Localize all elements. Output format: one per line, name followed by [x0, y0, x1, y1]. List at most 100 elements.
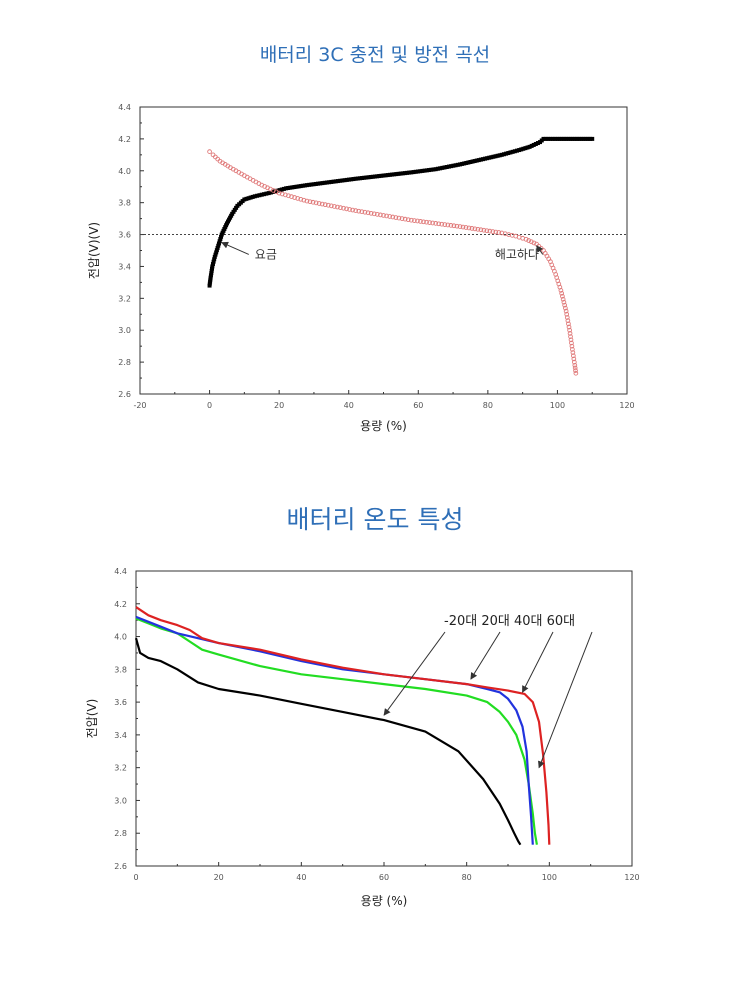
charge-point — [372, 174, 377, 179]
charge-point — [288, 185, 293, 190]
charge-point — [390, 172, 395, 177]
charge-point — [446, 164, 451, 169]
charge-point — [476, 158, 481, 163]
discharge-point — [316, 201, 322, 206]
discharge-point — [445, 222, 451, 228]
x-tick-label: 60 — [379, 873, 389, 882]
annotation-arrow — [536, 245, 544, 255]
charge-point — [455, 162, 460, 167]
charge-point — [383, 173, 388, 178]
discharge-point — [350, 207, 355, 213]
x-tick-label: 40 — [296, 873, 306, 882]
charge-point — [264, 191, 269, 196]
charge-point — [351, 177, 356, 182]
discharge-point — [463, 225, 469, 230]
charge-point — [316, 181, 321, 186]
x-axis-label: 용량 (%) — [361, 894, 408, 908]
x-tick-label: -20 — [133, 401, 146, 410]
charge-point — [290, 185, 295, 190]
charge-point — [514, 148, 519, 153]
charge-point — [504, 151, 509, 156]
charge-point — [566, 136, 571, 141]
discharge-point — [387, 214, 393, 219]
charge-point — [381, 173, 386, 178]
y-tick-label: 2.8 — [118, 358, 131, 367]
charge-point — [466, 160, 471, 165]
y-tick-label: 3.0 — [118, 326, 131, 335]
discharge-point — [282, 192, 288, 198]
charge-point — [420, 168, 425, 173]
charge-point — [255, 193, 260, 198]
charge-point — [342, 178, 347, 183]
discharge-point — [569, 343, 575, 349]
charge-point — [485, 156, 490, 161]
discharge-point — [566, 324, 572, 330]
charge-point — [266, 191, 271, 196]
discharge-point — [310, 199, 316, 205]
charge-point — [279, 187, 284, 192]
charge-point — [385, 173, 390, 178]
discharge-point — [325, 202, 331, 208]
charge-point — [304, 183, 309, 188]
discharge-point — [566, 321, 571, 327]
discharge-point — [307, 199, 313, 205]
charge-point — [413, 169, 418, 174]
charge-point — [398, 171, 403, 176]
charge-point — [252, 194, 257, 199]
charge-point — [250, 194, 255, 199]
discharge-point — [448, 223, 454, 228]
discharge-point — [298, 196, 304, 202]
discharge-point — [430, 220, 435, 226]
charge-point — [216, 243, 221, 248]
discharge-point — [484, 228, 490, 234]
discharge-point — [286, 193, 291, 199]
charge-point — [294, 184, 299, 189]
discharge-point — [427, 220, 432, 225]
annotation-label: 요금 — [255, 247, 277, 261]
discharge-point — [565, 318, 571, 324]
charge-point — [300, 183, 305, 188]
charge-point — [355, 176, 360, 181]
charge-point — [320, 181, 325, 186]
discharge-point — [454, 223, 460, 229]
y-tick-label: 3.8 — [118, 199, 131, 208]
annotation-arrow — [221, 241, 249, 255]
discharge-point — [421, 219, 426, 225]
charge-point — [506, 151, 511, 156]
discharge-point — [371, 211, 377, 217]
charge-point — [311, 182, 316, 187]
charge-point — [453, 163, 458, 168]
x-tick-label: 80 — [483, 401, 493, 410]
discharge-point — [319, 201, 325, 207]
discharge-point — [481, 227, 487, 233]
charge-point — [493, 154, 498, 159]
y-tick-label: 3.0 — [114, 796, 127, 805]
x-tick-label: 60 — [413, 401, 423, 410]
charge-point — [424, 168, 429, 173]
discharge-point — [338, 205, 343, 210]
charge-point — [470, 159, 475, 164]
charge-point — [527, 144, 532, 149]
charge-point — [483, 156, 488, 161]
charge-point — [210, 264, 215, 269]
charge-point — [214, 250, 219, 255]
charge-point — [362, 175, 367, 180]
charge-point — [392, 172, 397, 177]
y-axis-label: 전압(V) — [85, 699, 99, 739]
charge-point — [262, 192, 267, 197]
charge-point — [364, 175, 369, 180]
discharge-point — [384, 213, 389, 219]
discharge-point — [356, 208, 362, 214]
series-line-3 — [135, 606, 551, 845]
discharge-point — [493, 229, 499, 235]
x-axis-label: 용량 (%) — [360, 419, 407, 433]
charge-point — [209, 268, 214, 273]
discharge-point — [531, 240, 537, 246]
charge-point — [331, 179, 336, 184]
charge-point — [512, 149, 517, 154]
legend-arrow — [538, 631, 593, 769]
charge-point — [462, 161, 467, 166]
discharge-point — [563, 305, 568, 311]
charge-point — [590, 136, 595, 141]
charge-point — [574, 136, 579, 141]
